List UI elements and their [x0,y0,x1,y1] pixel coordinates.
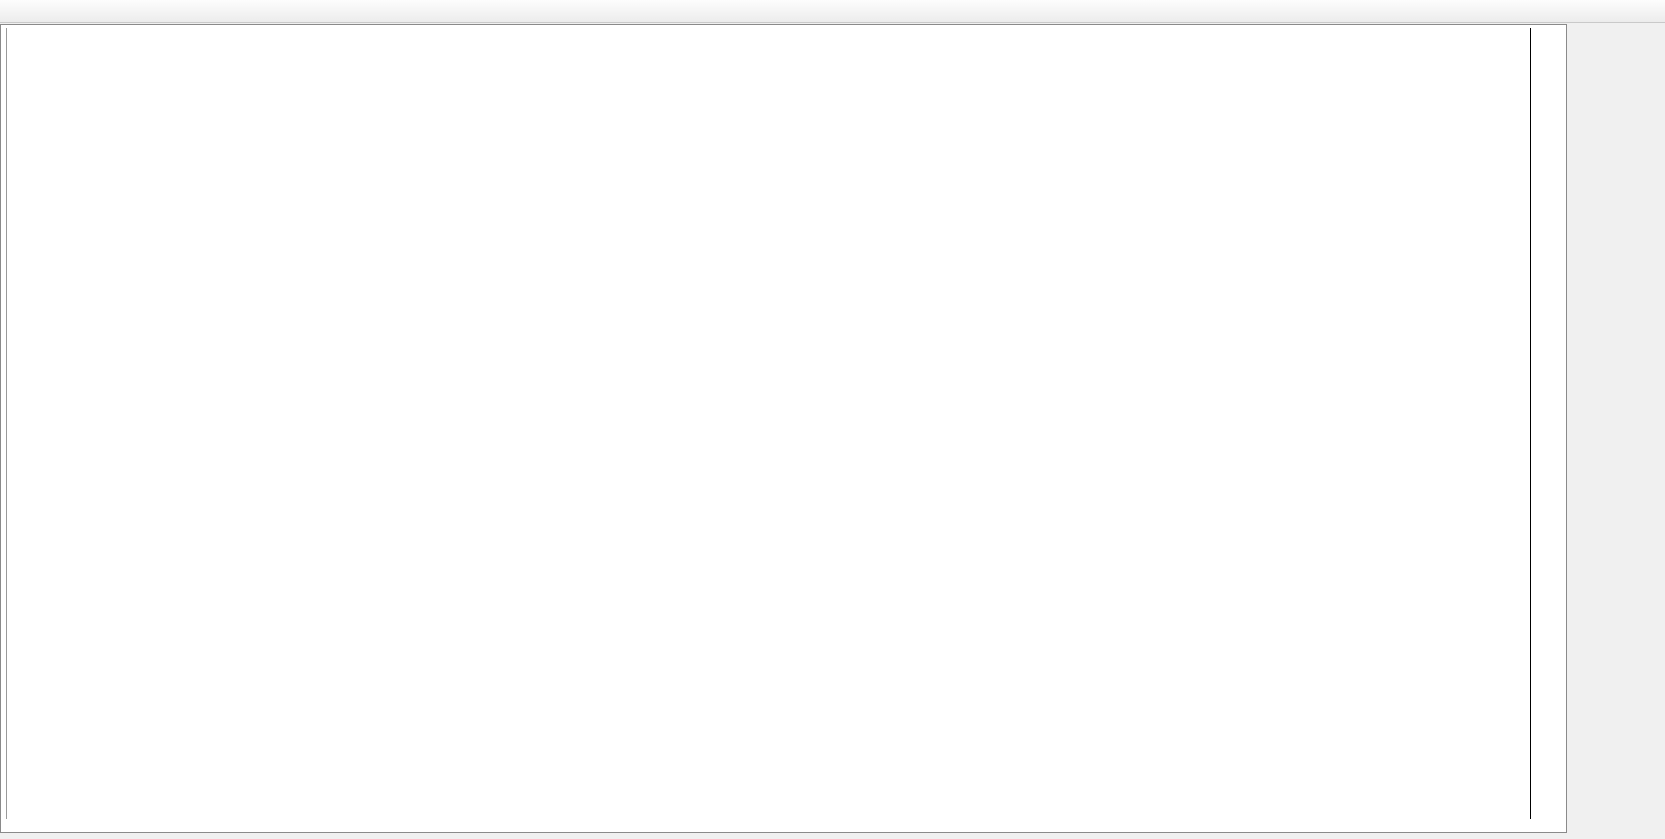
chart-left-edge [6,28,7,819]
chart-window [0,24,1567,833]
price-axis-border [1530,28,1531,819]
toolbar [0,0,1665,23]
